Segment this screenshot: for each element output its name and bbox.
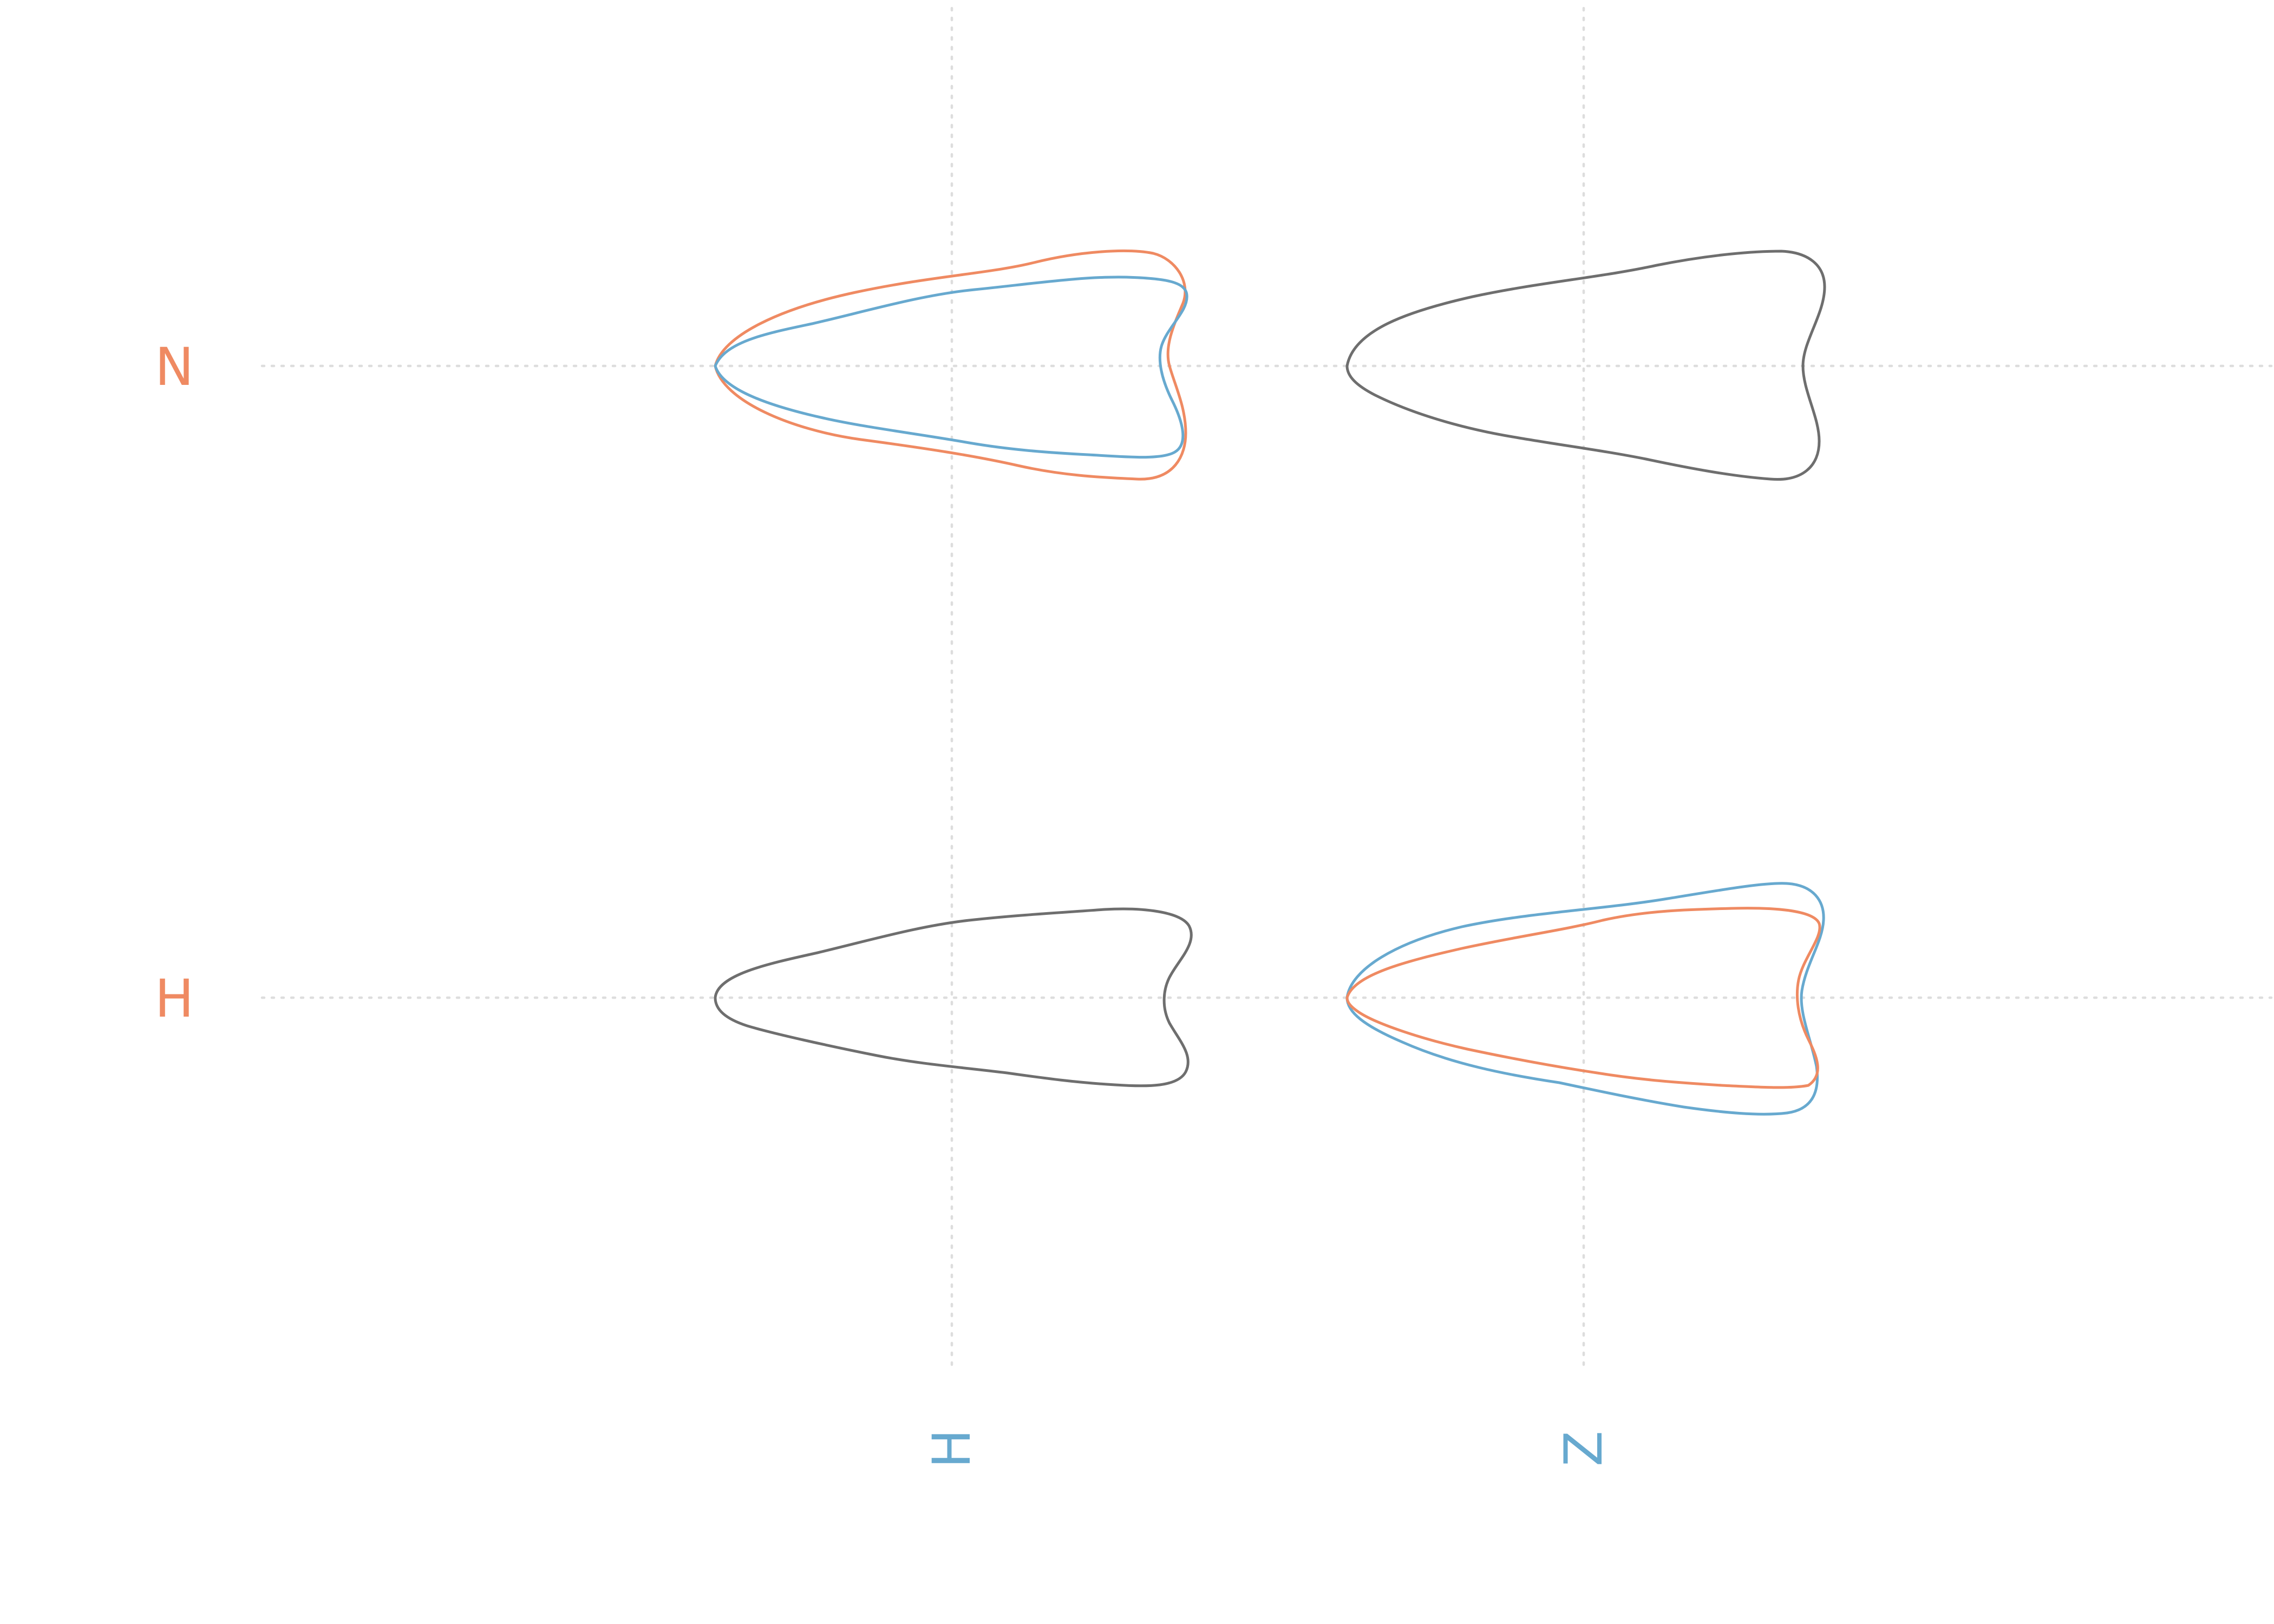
column-label-h: H — [922, 1429, 982, 1468]
cell-n-z — [1345, 250, 1826, 481]
grid-guides — [260, 6, 2273, 1368]
shape-outline-blue — [1345, 882, 1825, 1116]
cell-n-h — [714, 250, 1188, 481]
row-label-h: H — [155, 968, 194, 1029]
cell-h-h — [714, 907, 1193, 1088]
column-label-z: Z — [1553, 1431, 1614, 1466]
shape-outline-gray — [714, 907, 1193, 1088]
shape-outline-blue — [714, 276, 1188, 459]
shape-outline-gray — [1345, 250, 1826, 481]
shape-outline-orange — [714, 250, 1187, 481]
shape-outline-orange — [1345, 907, 1821, 1089]
cell-h-z — [1345, 882, 1825, 1116]
row-label-n: N — [155, 337, 194, 397]
